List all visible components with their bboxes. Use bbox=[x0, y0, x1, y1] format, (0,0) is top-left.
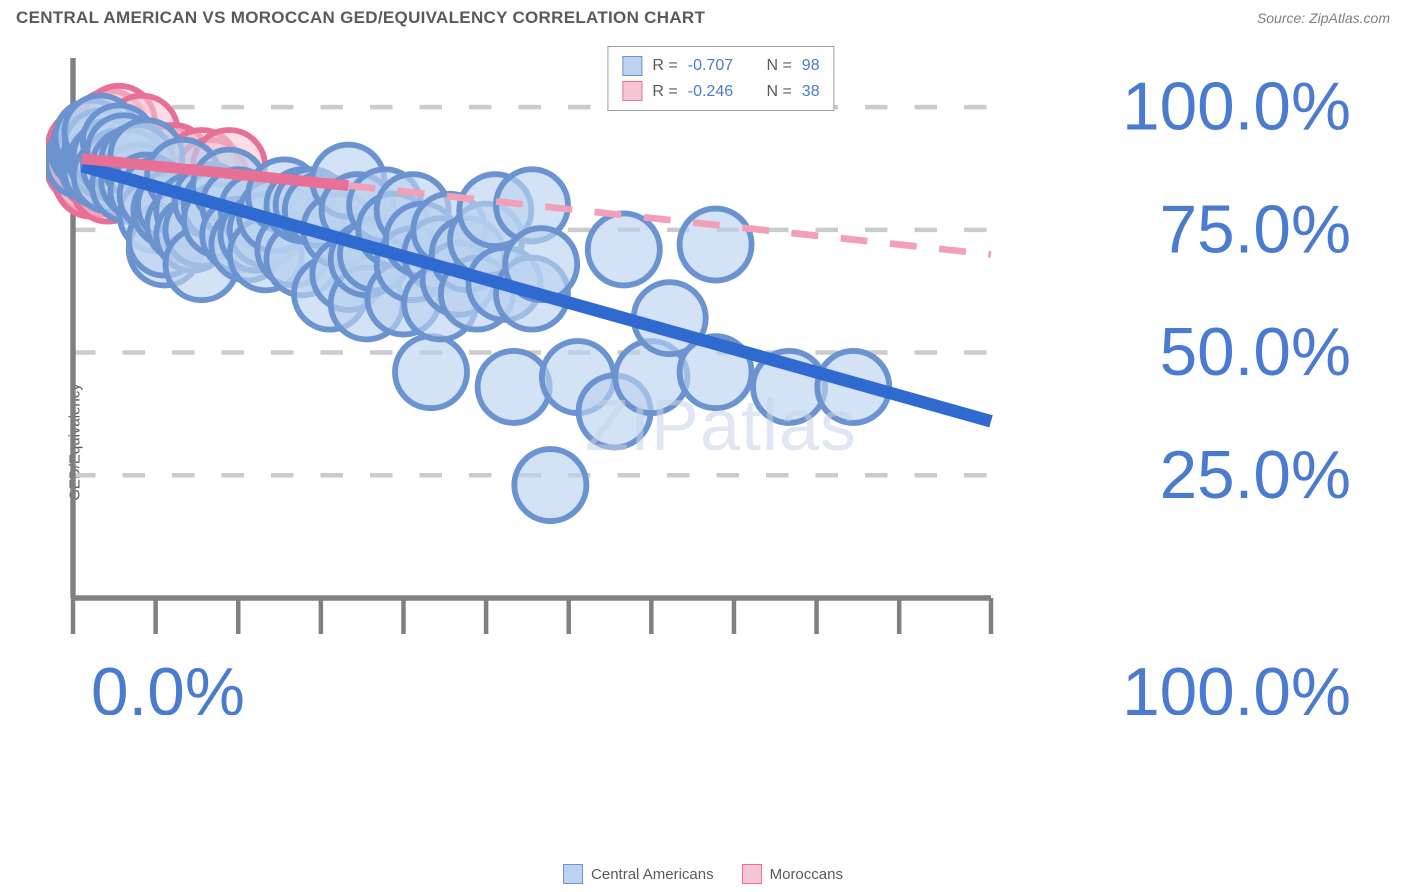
chart-title: CENTRAL AMERICAN VS MOROCCAN GED/EQUIVAL… bbox=[16, 8, 705, 28]
stats-legend-row: R = -0.246 N = 38 bbox=[622, 79, 819, 105]
stat-r-label: R = bbox=[652, 53, 677, 79]
source-prefix: Source: bbox=[1257, 10, 1309, 26]
legend-swatch bbox=[622, 56, 642, 76]
legend-swatch bbox=[742, 864, 762, 884]
scatter-plot: 25.0% 50.0% 75.0% 100.0% 0.0% 100.0% bbox=[46, 40, 1396, 715]
legend-label: Central Americans bbox=[591, 866, 714, 883]
stat-n-label: N = bbox=[766, 53, 791, 79]
y-tick-label: 50.0% bbox=[1160, 315, 1351, 390]
y-tick-label: 75.0% bbox=[1160, 192, 1351, 267]
chart-header: CENTRAL AMERICAN VS MOROCCAN GED/EQUIVAL… bbox=[0, 0, 1406, 32]
stat-n-label: N = bbox=[766, 79, 791, 105]
stat-r-value: -0.707 bbox=[688, 53, 733, 79]
stats-legend-row: R = -0.707 N = 98 bbox=[622, 53, 819, 79]
legend-swatch bbox=[563, 864, 583, 884]
stats-legend: R = -0.707 N = 98R = -0.246 N = 38 bbox=[607, 46, 834, 111]
y-tick-label: 100.0% bbox=[1122, 70, 1351, 145]
stat-r-value: -0.246 bbox=[688, 79, 733, 105]
y-tick-label: 25.0% bbox=[1160, 438, 1351, 513]
data-point bbox=[680, 209, 752, 281]
data-point bbox=[395, 336, 467, 408]
chart-area: GED/Equivalency 25.0%50.0%75.0%100.0%0.0… bbox=[46, 40, 1396, 844]
legend-item: Central Americans bbox=[563, 864, 714, 884]
legend-item: Moroccans bbox=[742, 864, 843, 884]
source-attribution: Source: ZipAtlas.com bbox=[1257, 10, 1390, 26]
stat-n-value: 98 bbox=[802, 53, 820, 79]
data-point bbox=[514, 449, 586, 521]
legend-swatch bbox=[622, 81, 642, 101]
data-point bbox=[588, 213, 660, 285]
series-legend: Central Americans Moroccans bbox=[563, 864, 843, 884]
x-tick-label: 0.0% bbox=[91, 655, 245, 715]
source-name: ZipAtlas.com bbox=[1309, 10, 1390, 26]
x-tick-label: 100.0% bbox=[1122, 655, 1351, 715]
stat-n-value: 38 bbox=[802, 79, 820, 105]
stat-r-label: R = bbox=[652, 79, 677, 105]
data-point bbox=[478, 351, 550, 423]
legend-label: Moroccans bbox=[770, 866, 843, 883]
